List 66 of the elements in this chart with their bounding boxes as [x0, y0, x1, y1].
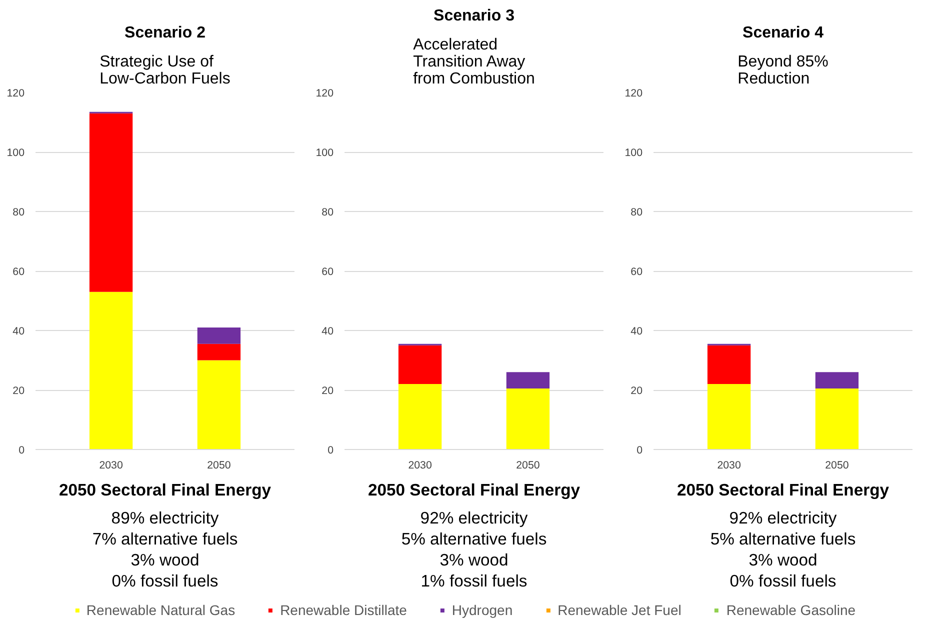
bar — [815, 372, 859, 389]
y-tick-label: 120 — [316, 88, 334, 100]
y-tick-label: 120 — [624, 88, 643, 100]
y-tick-label: 120 — [6, 88, 25, 100]
bar — [197, 360, 241, 450]
x-tick-label: 2030 — [408, 460, 432, 472]
chart-title: Scenario 3 — [434, 8, 515, 24]
y-tick-label: 0 — [636, 444, 643, 456]
bar — [815, 388, 859, 450]
y-tick-label: 60 — [12, 266, 25, 278]
y-tick-label: 80 — [630, 206, 643, 218]
bar — [707, 345, 751, 384]
x-tick-label: 2050 — [825, 460, 849, 472]
bar — [89, 292, 133, 450]
y-tick-label: 0 — [18, 444, 25, 456]
text: 2050 Sectoral Final Energy — [677, 480, 890, 500]
text: 7% alternative fuels — [92, 530, 238, 548]
y-tick-label: 100 — [624, 147, 643, 159]
y-tick-label: 80 — [322, 206, 334, 218]
bar — [197, 328, 241, 344]
y-tick-label: 100 — [6, 147, 25, 159]
bar — [506, 372, 550, 389]
legend-label: Renewable Gasoline — [726, 602, 856, 618]
y-tick-label: 40 — [322, 326, 334, 338]
y-tick-label: 40 — [12, 326, 25, 338]
text: 3% wood — [440, 550, 508, 570]
legend-label: Renewable Natural Gas — [86, 602, 236, 618]
bar — [89, 113, 133, 292]
text: 0% fossil fuels — [112, 572, 218, 590]
text: 2050 Sectoral Final Energy — [59, 480, 272, 500]
y-tick-label: 20 — [12, 385, 25, 397]
y-tick-label: 60 — [630, 266, 643, 278]
chart-subtitle: Beyond 85% Reduction — [738, 54, 828, 88]
chart-subtitle: Accelerated Transition Away from Combustion — [413, 36, 535, 88]
text: 89% electricity — [111, 508, 220, 528]
text: 1% fossil fuels — [420, 572, 528, 590]
bar — [506, 388, 550, 450]
text: 5% alternative fuels — [710, 530, 856, 548]
y-tick-label: 100 — [316, 147, 334, 159]
text: 3% wood — [130, 550, 200, 570]
bar — [707, 384, 751, 450]
y-tick-label: 20 — [322, 385, 334, 397]
bar — [197, 344, 241, 360]
text: 3% wood — [748, 550, 818, 570]
legend-label: Hydrogen — [452, 602, 513, 618]
legend-label: Renewable Jet Fuel — [558, 602, 682, 618]
text: 2050 Sectoral Final Energy — [368, 480, 581, 500]
y-tick-label: 20 — [630, 385, 643, 397]
y-tick-label: 80 — [12, 206, 25, 218]
bar — [398, 345, 442, 384]
x-tick-label: 2050 — [207, 460, 231, 472]
legend-label: Renewable Distillate — [280, 602, 407, 618]
text: 0% fossil fuels — [730, 572, 836, 590]
bar — [398, 384, 442, 450]
chart-title: Scenario 4 — [742, 24, 824, 42]
text: 92% electricity — [729, 508, 838, 528]
chart-subtitle: Strategic Use of Low-Carbon Fuels — [100, 54, 230, 88]
text: 92% electricity — [420, 508, 528, 528]
y-tick-label: 60 — [322, 266, 334, 278]
text: 5% alternative fuels — [401, 530, 547, 548]
chart-title: Scenario 2 — [124, 24, 206, 42]
y-tick-label: 0 — [328, 444, 334, 456]
x-tick-label: 2030 — [99, 460, 123, 472]
y-tick-label: 40 — [630, 326, 643, 338]
x-tick-label: 2030 — [717, 460, 741, 472]
x-tick-label: 2050 — [516, 460, 540, 472]
